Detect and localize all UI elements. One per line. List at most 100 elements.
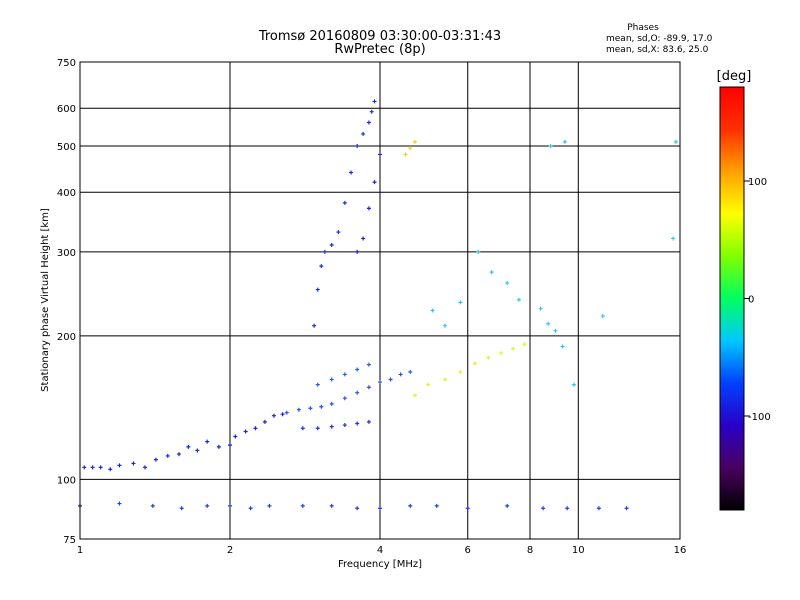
- chart-subtitle: RwPretec (8p): [334, 42, 425, 57]
- data-point: [505, 281, 510, 286]
- data-point: [342, 423, 347, 428]
- data-point: [476, 249, 481, 254]
- data-point: [243, 429, 248, 434]
- data-point: [312, 323, 317, 328]
- data-point: [499, 351, 504, 356]
- data-point: [315, 426, 320, 431]
- data-point: [398, 372, 403, 377]
- data-point: [412, 393, 417, 398]
- data-point: [329, 243, 334, 248]
- data-point: [262, 419, 267, 424]
- stats-line-x: mean, sd,X: 83.6, 25.0: [606, 45, 709, 55]
- data-point: [329, 377, 334, 382]
- data-point: [571, 382, 576, 387]
- data-point: [546, 321, 551, 326]
- data-point: [366, 419, 371, 424]
- data-point: [271, 413, 276, 418]
- data-point: [300, 426, 305, 431]
- data-point: [142, 465, 147, 470]
- x-tick-label: 2: [227, 545, 233, 556]
- data-point: [465, 506, 470, 511]
- plot-frame: [79, 61, 681, 540]
- data-point: [117, 463, 122, 468]
- data-point: [216, 444, 221, 449]
- data-point: [228, 503, 232, 508]
- data-point: [366, 120, 371, 125]
- y-tick-label: 500: [57, 142, 76, 153]
- data-point: [284, 410, 289, 415]
- data-point: [165, 453, 170, 458]
- stats-heading: Phases: [627, 23, 659, 33]
- x-tick-label: 16: [674, 545, 687, 556]
- data-point: [378, 380, 382, 385]
- y-tick-label: 400: [57, 188, 76, 199]
- colorbar-ticks: 100 0 -100: [744, 177, 771, 423]
- data-point: [560, 344, 565, 349]
- data-point: [355, 143, 360, 148]
- data-point: [538, 306, 543, 311]
- x-axis-label: Frequency [MHz]: [338, 559, 422, 570]
- data-point: [434, 503, 439, 508]
- y-axis-ticks: 75 100 200 300 400 500 600 750: [57, 58, 76, 546]
- data-point: [596, 506, 601, 511]
- x-tick-label: 1: [77, 545, 83, 556]
- y-tick-label: 600: [57, 104, 76, 115]
- data-point: [253, 426, 258, 431]
- colorbar-label: [deg]: [717, 69, 752, 84]
- data-point: [600, 314, 605, 319]
- data-point: [624, 506, 629, 511]
- data-point: [186, 444, 191, 449]
- y-axis-label: Stationary phase Virtual Height [km]: [40, 208, 51, 392]
- data-point: [505, 503, 510, 508]
- grid: [80, 62, 680, 539]
- data-point: [366, 385, 371, 390]
- data-point: [98, 465, 103, 470]
- x-tick-label: 4: [377, 545, 383, 556]
- data-point: [458, 300, 463, 305]
- y-tick-label: 100: [57, 475, 76, 486]
- colorbar-tick-label: 0: [748, 295, 754, 306]
- data-point: [179, 506, 184, 511]
- data-point: [472, 361, 477, 366]
- data-point: [378, 152, 382, 157]
- data-point: [361, 236, 366, 241]
- data-point: [522, 342, 527, 347]
- data-point: [90, 465, 95, 470]
- data-points: [78, 99, 678, 511]
- data-point: [228, 443, 232, 448]
- data-point: [372, 180, 377, 185]
- data-point: [205, 503, 210, 508]
- data-point: [248, 506, 253, 511]
- data-point: [319, 404, 324, 409]
- data-point: [322, 249, 327, 254]
- data-point: [150, 503, 155, 508]
- data-point: [673, 139, 678, 144]
- data-point: [205, 439, 210, 444]
- y-tick-label: 750: [57, 58, 76, 69]
- data-point: [408, 369, 413, 374]
- data-point: [117, 501, 122, 506]
- data-point: [82, 465, 87, 470]
- data-point: [516, 297, 521, 302]
- data-point: [372, 99, 377, 104]
- data-point: [412, 139, 417, 144]
- data-point: [342, 372, 347, 377]
- data-point: [361, 131, 366, 136]
- stats-line-o: mean, sd,O: -89.9, 17.0: [606, 34, 713, 44]
- y-tick-label: 300: [57, 248, 76, 259]
- x-axis-ticks: 1 2 4 6 8 10 16: [77, 545, 687, 556]
- data-point: [388, 377, 393, 382]
- y-tick-label: 75: [63, 535, 76, 546]
- colorbar: [719, 86, 745, 511]
- data-point: [329, 401, 334, 406]
- data-point: [366, 206, 371, 211]
- data-point: [355, 421, 360, 426]
- data-point: [369, 109, 374, 114]
- data-point: [565, 506, 570, 511]
- data-point: [458, 369, 463, 374]
- data-point: [355, 249, 360, 254]
- data-point: [562, 139, 567, 144]
- data-point: [541, 506, 546, 511]
- data-point: [366, 362, 371, 367]
